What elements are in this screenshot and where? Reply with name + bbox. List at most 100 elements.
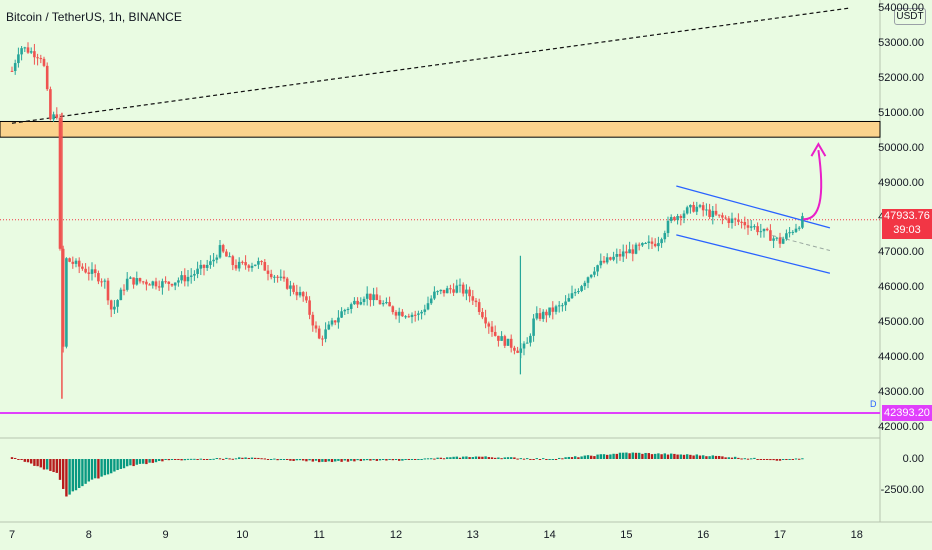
oscillator-bar [350,459,353,461]
oscillator-bar [286,459,289,460]
candle-body [580,286,583,291]
oscillator-bar [775,459,778,461]
candle-body [228,256,231,258]
candle-body [513,347,516,351]
oscillator-bar [215,458,218,460]
oscillator-bar [510,457,513,459]
candle-body [641,243,644,246]
oscillator-bar [164,459,167,460]
channel-lower-line [676,234,831,274]
oscillator-bar [193,458,196,460]
oscillator-bar [266,459,270,460]
candle-body [452,289,455,293]
candle-body [749,226,753,228]
candle-body [535,313,539,319]
oscillator-bar [602,454,606,459]
oscillator-bar [138,459,142,464]
candle-body [87,272,91,274]
oscillator-bar [436,457,439,459]
candle-body [577,290,580,293]
candle-body [490,326,494,332]
candle-body [164,281,167,283]
candle-body [458,284,462,286]
oscillator-bar [81,459,84,487]
candle-body [541,311,545,319]
candle-body [234,265,238,269]
oscillator-bar [494,457,497,459]
candle-body [285,278,289,289]
currency-unit-button[interactable]: USDT [894,8,926,25]
oscillator-bar [782,459,785,460]
oscillator-bar [94,459,97,479]
candle-body [714,210,718,215]
oscillator-bar [711,455,714,459]
oscillator-bar [36,459,39,467]
candle-body [439,289,443,292]
candle-body [36,57,39,59]
candle-body [516,350,519,353]
oscillator-bar [311,459,314,462]
oscillator-bar [39,459,42,468]
candle-body [743,222,747,226]
candle-body [170,283,174,286]
candle-body [13,63,17,71]
oscillator-bar [84,459,87,484]
candle-body [669,217,673,221]
candle-body [753,226,756,228]
candle-body [113,306,116,310]
candle-body [612,256,615,260]
oscillator-bar [196,459,199,460]
candle-body [413,314,417,316]
candle-body [29,51,33,53]
candle-body [548,307,551,316]
oscillator-bar [372,459,375,461]
candle-body [84,268,87,273]
oscillator-bar [721,456,724,459]
candle-body [42,58,46,66]
oscillator-bar [180,459,183,461]
oscillator-bar [337,459,340,461]
oscillator-bar [366,459,369,461]
oscillator-bar [343,459,346,461]
candle-body [77,260,81,267]
price-tick-label: 53000.00 [878,37,924,49]
oscillator-bar [449,457,452,459]
oscillator-bar [257,457,260,459]
oscillator-bar [746,458,750,460]
oscillator-bar [202,459,206,460]
oscillator-bar [401,459,404,461]
candle-body [461,284,465,294]
candle-body [557,305,561,307]
oscillator-bar [734,456,737,459]
candle-body [532,318,535,336]
oscillator-bar [660,454,663,459]
candle-body [775,237,779,239]
candle-body [365,293,369,299]
oscillator-bar [65,459,68,497]
candle-body [308,300,311,315]
candle-body [653,243,657,247]
time-tick-label: 16 [697,529,710,541]
time-tick-label: 13 [466,529,479,541]
candle-body [650,241,654,244]
oscillator-bar [481,456,484,459]
candle-body [292,285,295,292]
oscillator-bar [446,457,449,459]
candle-body [141,281,145,283]
candle-body [759,231,763,233]
candle-body [359,302,363,305]
candle-body [231,256,235,266]
candle-body [263,262,267,271]
candle-body [52,114,55,120]
candle-body [221,245,225,252]
oscillator-bar [522,458,526,460]
oscillator-bar [42,459,46,470]
oscillator-series [10,452,804,497]
candle-body [61,248,65,347]
oscillator-bar [369,459,372,461]
projection-arrowhead-icon [810,142,827,157]
candle-body [487,323,491,327]
oscillator-bar [410,459,414,460]
